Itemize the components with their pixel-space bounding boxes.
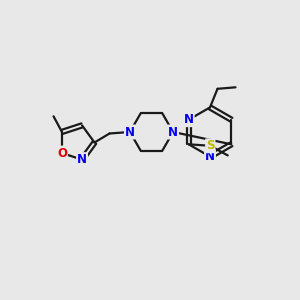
Text: S: S xyxy=(206,139,214,152)
Text: O: O xyxy=(57,147,67,160)
Text: N: N xyxy=(125,125,135,139)
Text: N: N xyxy=(184,113,194,126)
Text: N: N xyxy=(168,125,178,139)
Text: N: N xyxy=(205,150,215,163)
Text: N: N xyxy=(77,153,87,166)
